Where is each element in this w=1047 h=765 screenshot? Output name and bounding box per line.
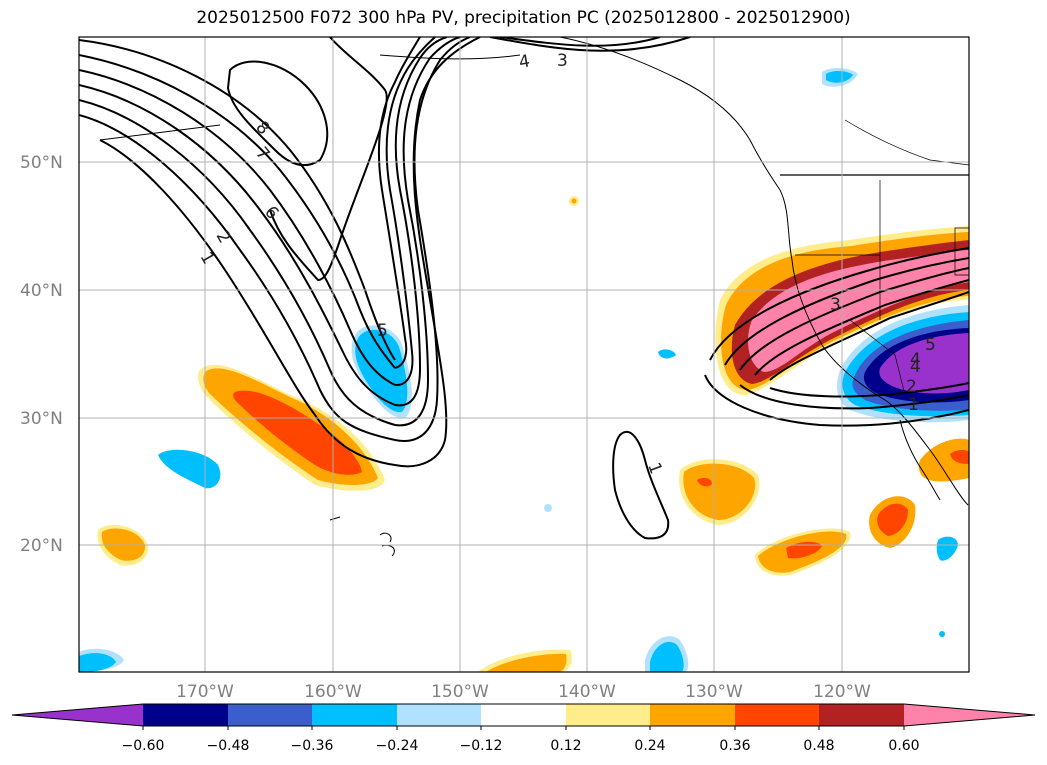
lon-label-120w: 120°W bbox=[813, 682, 871, 702]
colorbar-cell bbox=[397, 704, 481, 726]
gridlines bbox=[79, 37, 969, 672]
colorbar-cell bbox=[143, 704, 228, 726]
contour-label: 5 bbox=[377, 321, 388, 341]
contour-label: 4 bbox=[517, 51, 531, 73]
lat-label-20n: 20°N bbox=[20, 536, 63, 556]
latitude-labels: 50°N 40°N 30°N 20°N bbox=[20, 153, 63, 556]
lat-label-40n: 40°N bbox=[20, 281, 63, 301]
contour-label: 4 bbox=[910, 357, 921, 377]
lon-label-150w: 150°W bbox=[431, 682, 489, 702]
colorbar-tick-label: 0.60 bbox=[888, 738, 919, 754]
colorbar-tick-label: 0.12 bbox=[550, 738, 581, 754]
colorbar-tick-label: −0.60 bbox=[122, 738, 165, 754]
colorbar-cell bbox=[228, 704, 312, 726]
colorbar-tick-label: 0.24 bbox=[634, 738, 665, 754]
lat-label-30n: 30°N bbox=[20, 409, 63, 429]
map-title: 2025012500 F072 300 hPa PV, precipitatio… bbox=[196, 8, 851, 28]
lon-label-140w: 140°W bbox=[558, 682, 616, 702]
contour-label: 5 bbox=[925, 335, 936, 355]
colorbar-tick-label: −0.24 bbox=[376, 738, 419, 754]
contour-label: 2 bbox=[906, 377, 917, 397]
colorbar-cell bbox=[819, 704, 904, 726]
pv-contours bbox=[79, 37, 969, 540]
lat-label-50n: 50°N bbox=[20, 153, 63, 173]
colorbar-cell bbox=[735, 704, 819, 726]
contour-label: 1 bbox=[908, 395, 919, 415]
map-background bbox=[79, 37, 969, 672]
colorbar-tick-label: −0.36 bbox=[291, 738, 334, 754]
map-frame bbox=[78, 36, 970, 673]
lon-label-160w: 160°W bbox=[304, 682, 362, 702]
contour-label: 3 bbox=[557, 51, 568, 71]
lon-label-130w: 130°W bbox=[685, 682, 743, 702]
lon-label-170w: 170°W bbox=[176, 682, 234, 702]
colorbar-extend-max bbox=[904, 704, 1035, 726]
colorbar-extend-min bbox=[12, 704, 143, 726]
contour-label: 3 bbox=[830, 295, 841, 315]
colorbar-cells bbox=[11, 703, 1036, 727]
colorbar-tick-label: 0.36 bbox=[719, 738, 750, 754]
contour-label: 4 bbox=[910, 350, 921, 370]
colorbar-tick-label: −0.48 bbox=[207, 738, 250, 754]
colorbar-cell bbox=[566, 704, 650, 726]
colorbar-cell bbox=[481, 704, 566, 726]
colorbar-tick-label: 0.48 bbox=[803, 738, 834, 754]
colorbar-cell bbox=[650, 704, 735, 726]
colorbar-tick-label: −0.12 bbox=[460, 738, 503, 754]
colorbar-cell bbox=[312, 704, 397, 726]
colorbar-ticks bbox=[142, 726, 905, 730]
coastlines bbox=[99, 37, 969, 557]
colorbar: −0.60 −0.48 −0.36 −0.24 −0.12 0.12 0.24 … bbox=[11, 703, 1036, 754]
longitude-labels: 170°W 160°W 150°W 140°W 130°W 120°W bbox=[176, 682, 871, 702]
